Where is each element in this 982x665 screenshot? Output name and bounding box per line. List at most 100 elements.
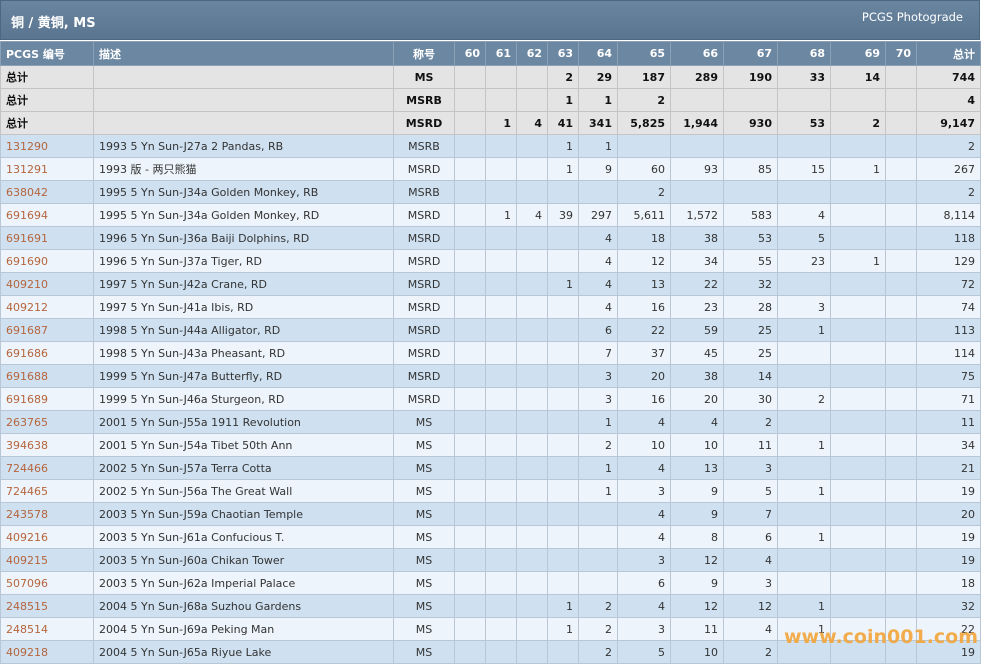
pcgs-number-link[interactable]: 691694 — [6, 208, 48, 222]
pcgs-number-link[interactable]: 691686 — [6, 346, 48, 360]
column-header: 62 — [516, 41, 548, 66]
cell — [93, 65, 394, 89]
cell — [547, 525, 579, 549]
cell — [617, 134, 671, 158]
pcgs-number-link[interactable]: 243578 — [6, 507, 48, 521]
column-header: 65 — [617, 41, 671, 66]
cell: 72 — [916, 272, 981, 296]
cell: MS — [393, 502, 455, 526]
cell — [516, 548, 548, 572]
cell — [485, 410, 517, 434]
cell: 1 — [485, 203, 517, 227]
cell: 55 — [723, 249, 778, 273]
cell: 2 — [578, 594, 618, 618]
cell — [454, 479, 486, 503]
cell: 2003 5 Yn Sun-J60a Chikan Tower — [93, 548, 394, 572]
cell — [885, 180, 917, 204]
column-header: 64 — [578, 41, 618, 66]
cell: MSRD — [393, 387, 455, 411]
cell — [454, 456, 486, 480]
cell — [885, 364, 917, 388]
cell — [547, 502, 579, 526]
cell: 14 — [830, 65, 886, 89]
total-row: 总计 MS 2 29 187 289 190 33 14 744 — [0, 65, 981, 89]
cell: 691691 — [0, 226, 94, 250]
pcgs-number-link[interactable]: 724465 — [6, 484, 48, 498]
cell — [830, 410, 886, 434]
pcgs-number-link[interactable]: 691687 — [6, 323, 48, 337]
cell — [885, 318, 917, 342]
cell — [454, 341, 486, 365]
cell: 691694 — [0, 203, 94, 227]
cell: 1 — [578, 88, 618, 112]
cell — [578, 502, 618, 526]
pcgs-number-link[interactable]: 131290 — [6, 139, 48, 153]
pcgs-number-link[interactable]: 691689 — [6, 392, 48, 406]
pcgs-number-link[interactable]: 638042 — [6, 185, 48, 199]
cell: 28 — [723, 295, 778, 319]
cell — [485, 525, 517, 549]
cell: 190 — [723, 65, 778, 89]
cell: 6 — [723, 525, 778, 549]
pcgs-number-link[interactable]: 409210 — [6, 277, 48, 291]
cell — [516, 571, 548, 595]
cell — [454, 410, 486, 434]
cell — [454, 111, 486, 135]
cell — [454, 134, 486, 158]
pcgs-number-link[interactable]: 691690 — [6, 254, 48, 268]
cell — [885, 571, 917, 595]
cell — [485, 157, 517, 181]
pcgs-number-link[interactable]: 248515 — [6, 599, 48, 613]
cell: 248515 — [0, 594, 94, 618]
pcgs-number-link[interactable]: 394638 — [6, 438, 48, 452]
pcgs-number-link[interactable]: 724466 — [6, 461, 48, 475]
cell: 394638 — [0, 433, 94, 457]
cell: 3 — [578, 364, 618, 388]
cell: 2 — [578, 617, 618, 641]
pcgs-number-link[interactable]: 691691 — [6, 231, 48, 245]
cell: 2002 5 Yn Sun-J56a The Great Wall — [93, 479, 394, 503]
cell: MS — [393, 548, 455, 572]
cell: 20 — [916, 502, 981, 526]
cell: 2004 5 Yn Sun-J68a Suzhou Gardens — [93, 594, 394, 618]
cell: 13 — [617, 272, 671, 296]
pcgs-number-link[interactable]: 409216 — [6, 530, 48, 544]
cell: 23 — [670, 295, 724, 319]
cell — [547, 456, 579, 480]
pcgs-number-link[interactable]: 263765 — [6, 415, 48, 429]
cell: 4 — [723, 548, 778, 572]
cell: 总计 — [0, 88, 94, 112]
cell — [485, 65, 517, 89]
cell — [485, 249, 517, 273]
cell: 1993 版 - 两只熊猫 — [93, 157, 394, 181]
cell — [723, 180, 778, 204]
pcgs-number-link[interactable]: 409212 — [6, 300, 48, 314]
cell: 1 — [777, 433, 831, 457]
cell — [516, 180, 548, 204]
cell — [885, 594, 917, 618]
pcgs-number-link[interactable]: 409215 — [6, 553, 48, 567]
cell: 38 — [670, 364, 724, 388]
cell: 71 — [916, 387, 981, 411]
pcgs-number-link[interactable]: 507096 — [6, 576, 48, 590]
cell — [485, 548, 517, 572]
table-row: 638042 1995 5 Yn Sun-J34a Golden Monkey, … — [0, 180, 981, 204]
cell: 25 — [723, 318, 778, 342]
cell — [777, 502, 831, 526]
photograde-link[interactable]: PCGS Photograde — [861, 10, 963, 24]
pcgs-number-link[interactable]: 409218 — [6, 645, 48, 659]
cell — [485, 88, 517, 112]
column-header: 69 — [830, 41, 886, 66]
pcgs-number-link[interactable]: 248514 — [6, 622, 48, 636]
cell: 1 — [777, 617, 831, 641]
cell — [885, 433, 917, 457]
cell: MS — [393, 617, 455, 641]
cell — [516, 318, 548, 342]
pcgs-number-link[interactable]: 691688 — [6, 369, 48, 383]
cell: 1 — [777, 525, 831, 549]
cell: 7 — [578, 341, 618, 365]
cell: 691686 — [0, 341, 94, 365]
pcgs-number-link[interactable]: 131291 — [6, 162, 48, 176]
cell: MSRD — [393, 318, 455, 342]
cell — [885, 295, 917, 319]
